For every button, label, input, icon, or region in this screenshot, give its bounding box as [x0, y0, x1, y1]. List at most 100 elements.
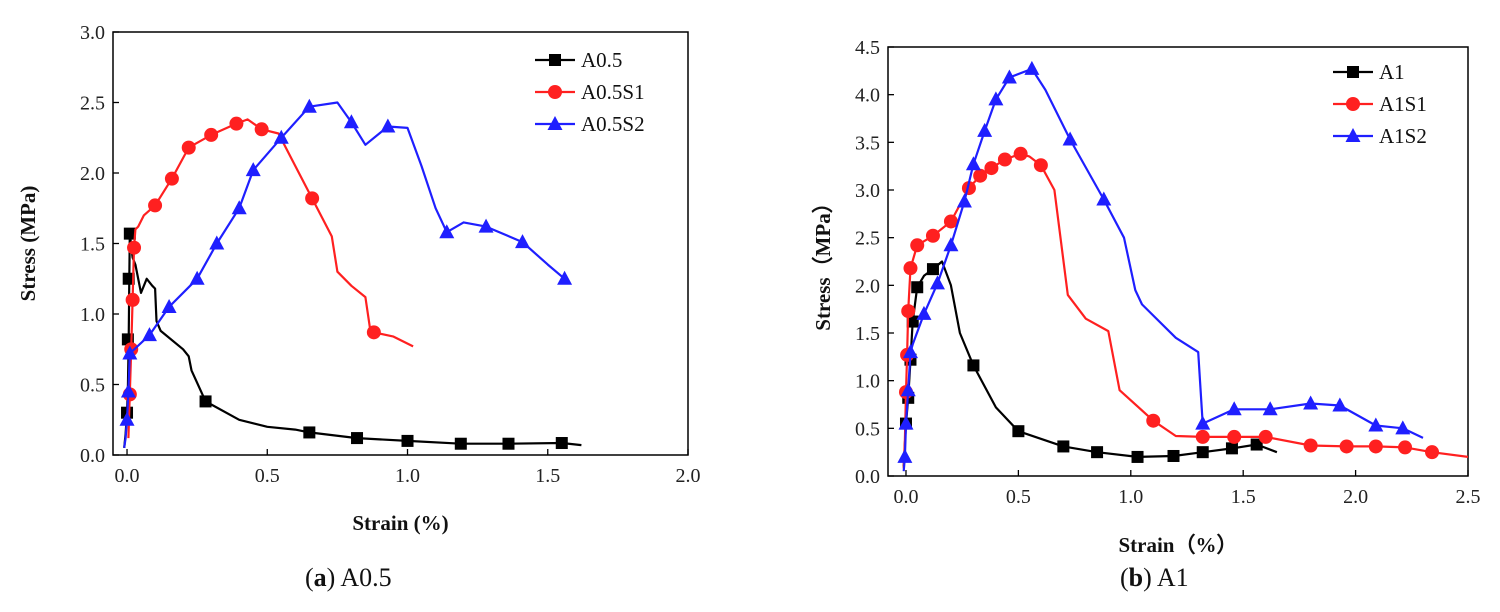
data-point	[351, 432, 364, 445]
data-point	[254, 122, 269, 137]
legend-label: A0.5	[581, 48, 622, 72]
data-point	[454, 437, 467, 450]
series-A1S2	[897, 60, 1424, 472]
data-point	[1131, 450, 1144, 463]
legend: A1 A1S1 A1S2	[1333, 60, 1427, 148]
data-point	[439, 224, 455, 239]
plot-area	[119, 98, 582, 450]
legend: A0.5 A0.5S1 A0.5S2	[535, 48, 645, 136]
data-point	[988, 91, 1004, 106]
data-point	[1303, 395, 1319, 410]
data-point	[401, 434, 414, 447]
data-point	[557, 270, 573, 285]
caption-b-letter: b	[1128, 563, 1144, 592]
data-point	[929, 275, 945, 290]
data-point	[555, 437, 568, 450]
series-line	[902, 260, 1278, 467]
data-point	[120, 383, 136, 398]
data-point	[119, 411, 135, 426]
series-line	[127, 118, 414, 439]
data-point	[245, 162, 261, 177]
data-point	[1062, 131, 1078, 146]
data-point	[127, 240, 142, 255]
data-point	[123, 227, 136, 240]
y-tick-label: 3.0	[80, 22, 105, 44]
data-point	[343, 114, 359, 129]
data-point	[122, 272, 135, 285]
caption-b: (b) A1	[1120, 563, 1189, 592]
data-point	[1368, 439, 1383, 454]
data-point	[911, 281, 924, 294]
data-point	[1225, 442, 1238, 455]
data-point	[1057, 440, 1070, 453]
legend-label: A1S1	[1379, 92, 1427, 116]
x-axis-title: Strain（%）	[1118, 533, 1237, 557]
legend-marker	[1347, 66, 1359, 78]
data-point	[181, 140, 196, 155]
data-point	[984, 161, 999, 176]
data-point	[1196, 446, 1209, 459]
data-point	[943, 214, 958, 229]
data-point	[967, 359, 980, 372]
data-point	[273, 129, 289, 144]
data-point	[1303, 438, 1318, 453]
data-point	[229, 116, 244, 131]
data-point	[900, 382, 916, 397]
data-point	[1425, 445, 1440, 460]
data-point	[1195, 415, 1211, 430]
data-point	[997, 152, 1012, 167]
data-point	[1013, 146, 1028, 161]
y-tick-label: 4.0	[855, 85, 880, 107]
legend-label: A0.5S1	[581, 80, 645, 104]
y-tick-label: 4.5	[855, 37, 880, 59]
x-tick-label: 1.5	[1231, 486, 1256, 508]
y-tick-label: 1.5	[855, 323, 880, 345]
y-tick-label: 1.0	[855, 371, 880, 393]
legend-marker	[1345, 128, 1361, 142]
data-point	[161, 298, 177, 313]
y-tick-label: 0.5	[80, 375, 105, 397]
caption-a: (a) A0.5	[305, 563, 392, 592]
caption-a-text: A0.5	[340, 563, 392, 592]
data-point	[1339, 439, 1354, 454]
data-point	[1262, 401, 1278, 416]
plot-area	[897, 60, 1468, 472]
data-point	[148, 198, 163, 213]
data-point	[973, 168, 988, 183]
legend-label: A1S2	[1379, 124, 1427, 148]
data-point	[1395, 420, 1411, 435]
y-tick-label: 1.0	[80, 304, 105, 326]
data-point	[1167, 449, 1180, 462]
data-point	[1012, 425, 1025, 438]
plot-frame	[887, 46, 1469, 477]
data-point	[141, 327, 157, 342]
data-point	[303, 426, 316, 439]
chart-panel-b: 0.0 0.5 1.0 1.5 2.0 2.5 0.0 0.5 1.0 1.5 2.0 2.5 3.0 3…	[811, 37, 1481, 557]
series-A0.5S1	[122, 116, 414, 439]
data-point	[199, 395, 212, 408]
data-point	[305, 191, 320, 206]
data-point	[1398, 440, 1413, 455]
data-point	[515, 234, 531, 249]
y-tick-label: 2.0	[80, 163, 105, 185]
series-line	[902, 152, 1468, 469]
data-point	[189, 270, 205, 285]
data-point	[164, 171, 179, 186]
data-point	[1195, 429, 1210, 444]
data-point	[925, 228, 940, 243]
data-point	[961, 181, 976, 196]
data-point	[903, 261, 918, 276]
series-line	[123, 101, 566, 449]
data-point	[1033, 158, 1048, 173]
data-point	[125, 292, 140, 307]
caption-b-text: A1	[1156, 563, 1189, 592]
data-point	[301, 98, 317, 113]
x-tick-label: 1.0	[395, 465, 420, 487]
data-point	[1024, 60, 1040, 75]
data-point	[478, 218, 494, 233]
y-axis-title: Stress（MPa）	[811, 192, 835, 330]
data-point	[1368, 417, 1384, 432]
data-point	[1091, 446, 1104, 459]
data-point	[1227, 429, 1242, 444]
x-tick-label: 1.0	[1118, 486, 1143, 508]
